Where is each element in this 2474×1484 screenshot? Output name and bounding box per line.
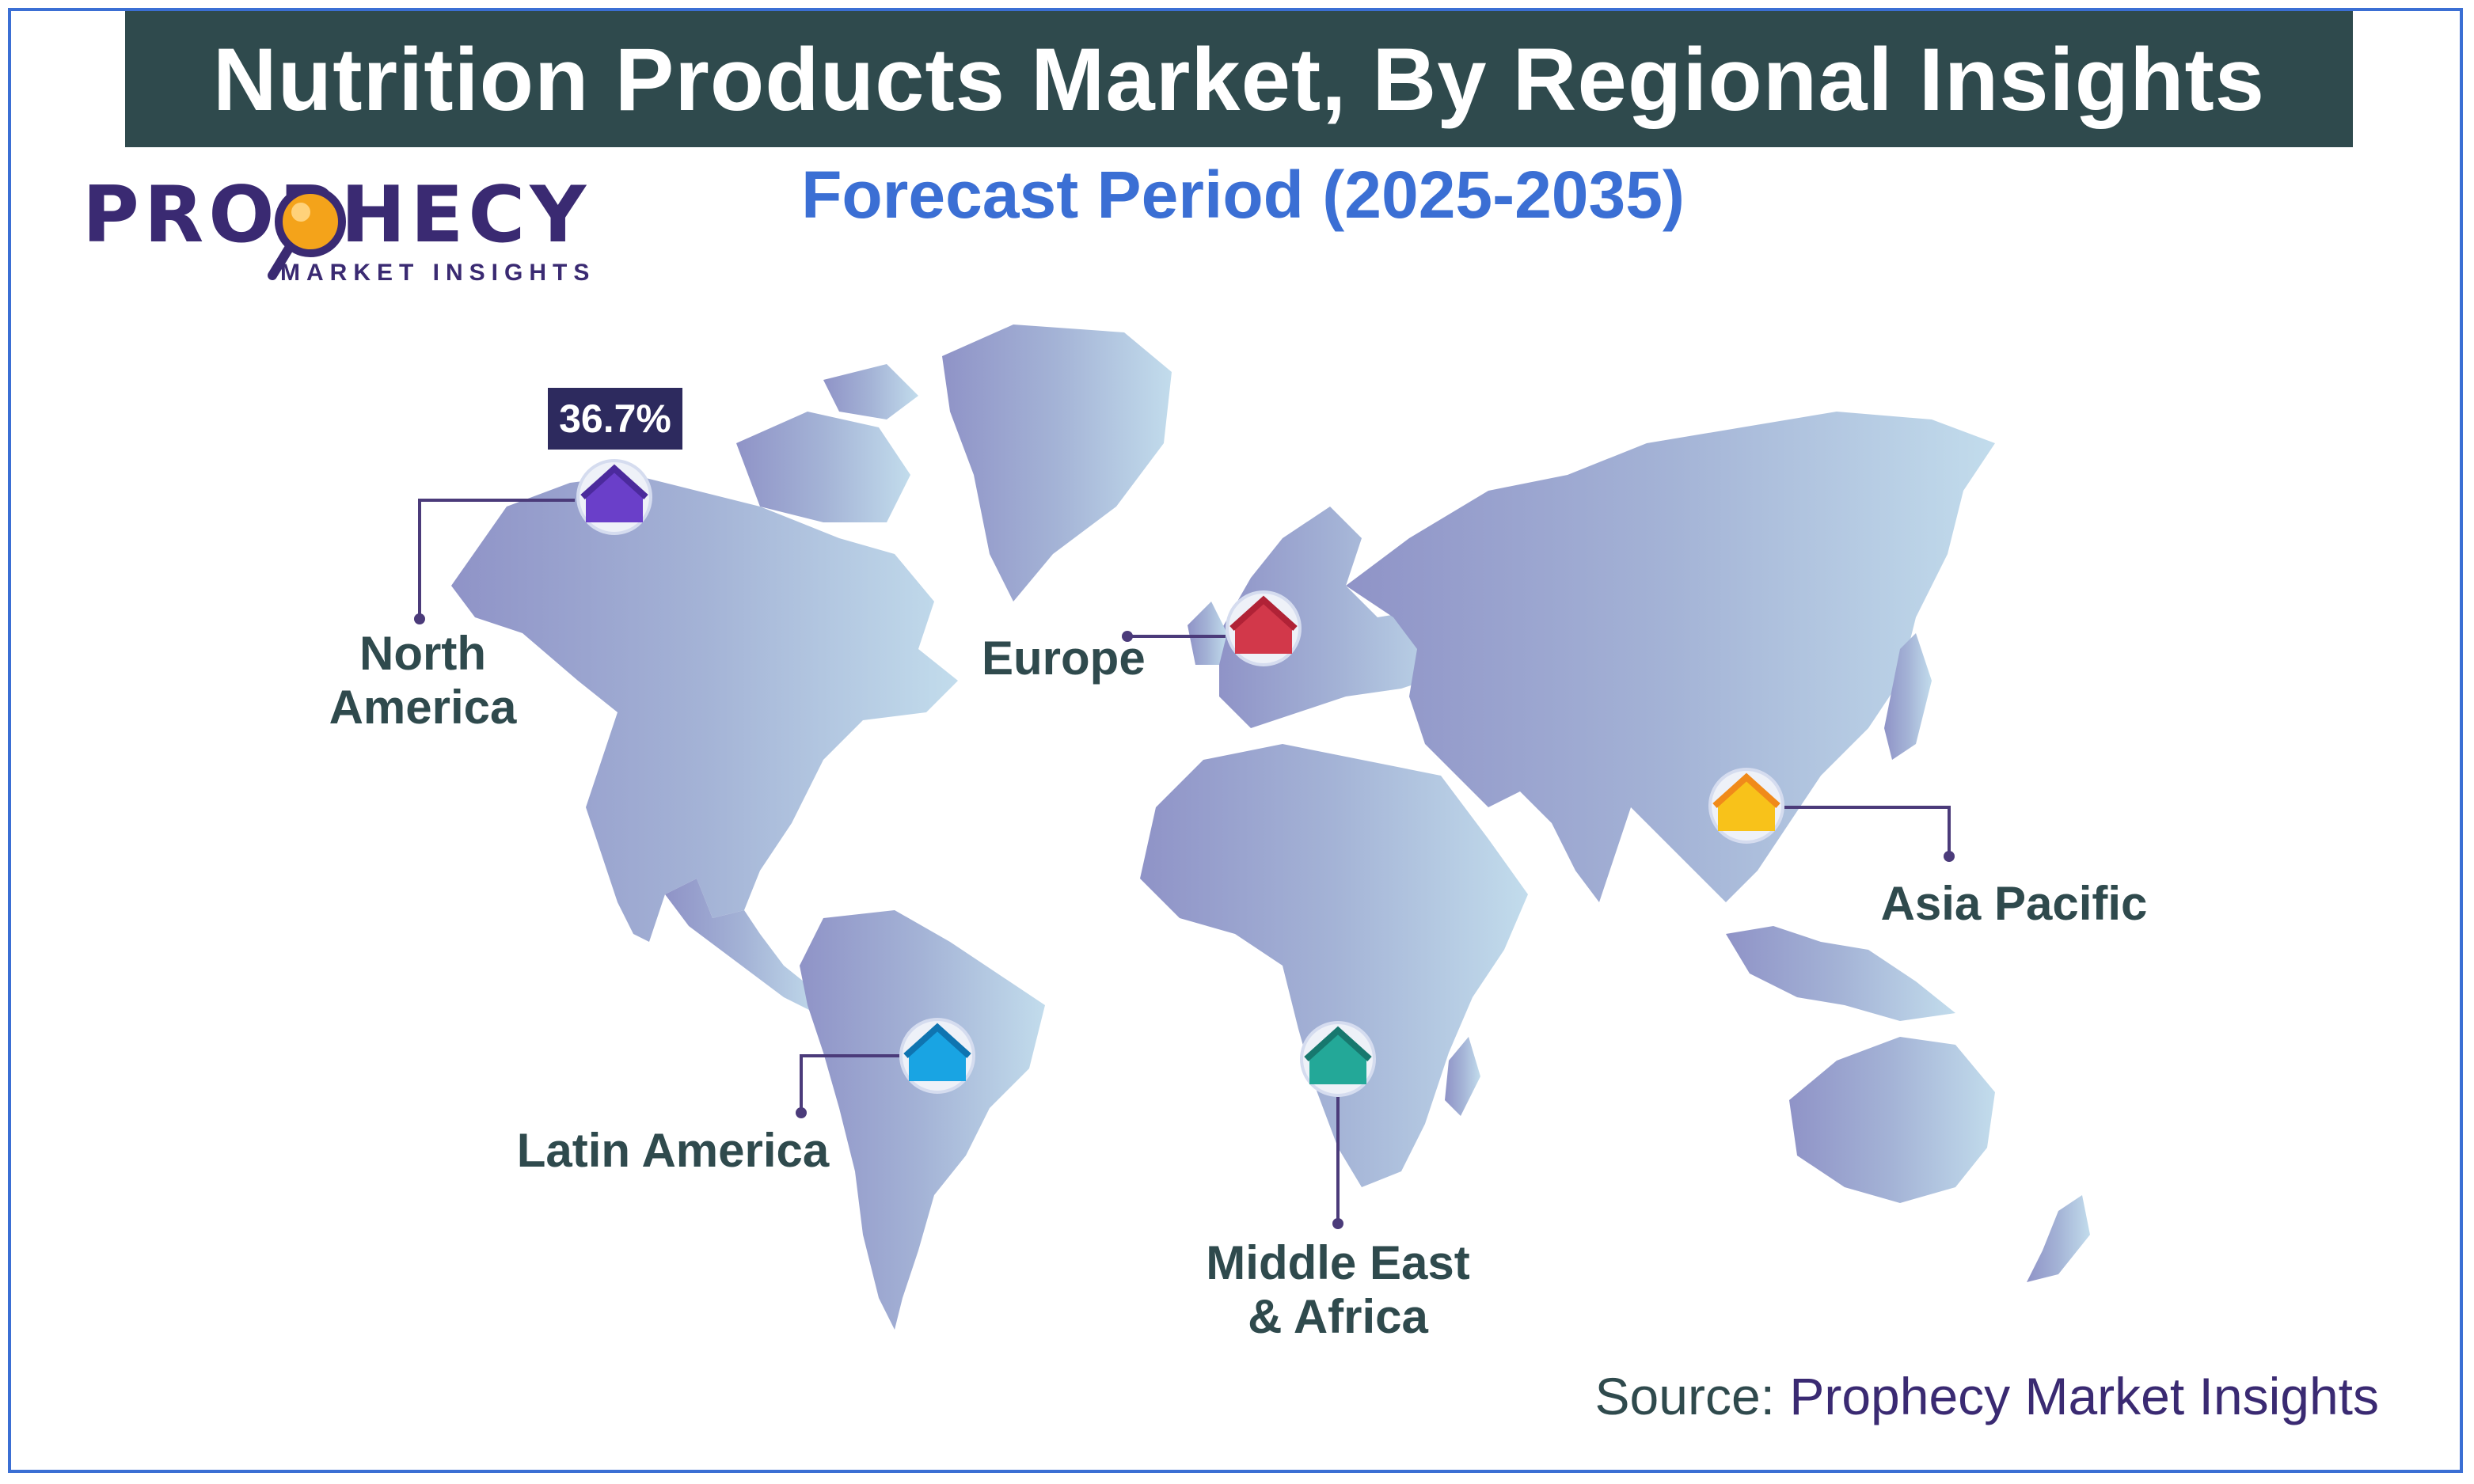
forecast-subtitle: Forecast Period (2025-2035) [801, 158, 1685, 232]
south-america-shape [800, 910, 1045, 1330]
uk-shape [1188, 602, 1227, 665]
asia-shape [1346, 412, 1995, 902]
page-title: Nutrition Products Market, By Regional I… [125, 11, 2353, 147]
europe-label: Europe [982, 632, 1146, 685]
middle-east-africa-marker [1300, 1021, 1376, 1097]
southeast-asia-islands-shape [1726, 926, 1955, 1021]
asia-pacific-connector [1784, 806, 1951, 856]
latin-america-marker [899, 1018, 975, 1094]
central-america-shape [665, 879, 823, 1013]
asia-pacific-marker [1708, 768, 1784, 844]
logo-tagline: MARKET INSIGHTS [280, 260, 596, 286]
latin-america-connector [800, 1054, 901, 1113]
japan-shape [1884, 633, 1932, 760]
africa-shape [1140, 744, 1528, 1187]
source-credit: Source: Prophecy Market Insights [1595, 1366, 2379, 1426]
north-america-share-badge: 36.7% [548, 388, 682, 450]
north-america-label: North America [329, 627, 517, 734]
middle-east-africa-label: Middle East & Africa [1206, 1236, 1470, 1343]
europe-shape [1219, 507, 1465, 728]
north-america-marker [576, 459, 652, 535]
brand-logo: PROPHECY MARKET INSIGHTS [82, 176, 605, 294]
latin-america-dot [796, 1107, 807, 1118]
source-prefix: Source: [1594, 1367, 1790, 1425]
north-america-dot [414, 613, 425, 624]
latin-america-label: Latin America [516, 1124, 830, 1177]
europe-dot [1122, 631, 1133, 642]
north-america-connector [418, 499, 575, 619]
australia-shape [1789, 1037, 1995, 1203]
asia-pacific-dot [1944, 851, 1955, 862]
arctic-islands-shape [736, 412, 910, 522]
greenland-shape [942, 325, 1172, 602]
source-brand: Prophecy Market Insights [1789, 1367, 2379, 1425]
magnifier-icon [268, 186, 346, 280]
europe-marker [1226, 590, 1302, 666]
middle-east-africa-dot [1332, 1218, 1343, 1229]
north-america-shape [451, 475, 958, 942]
asia-pacific-label: Asia Pacific [1880, 877, 2148, 930]
outer-frame [8, 8, 2463, 1473]
